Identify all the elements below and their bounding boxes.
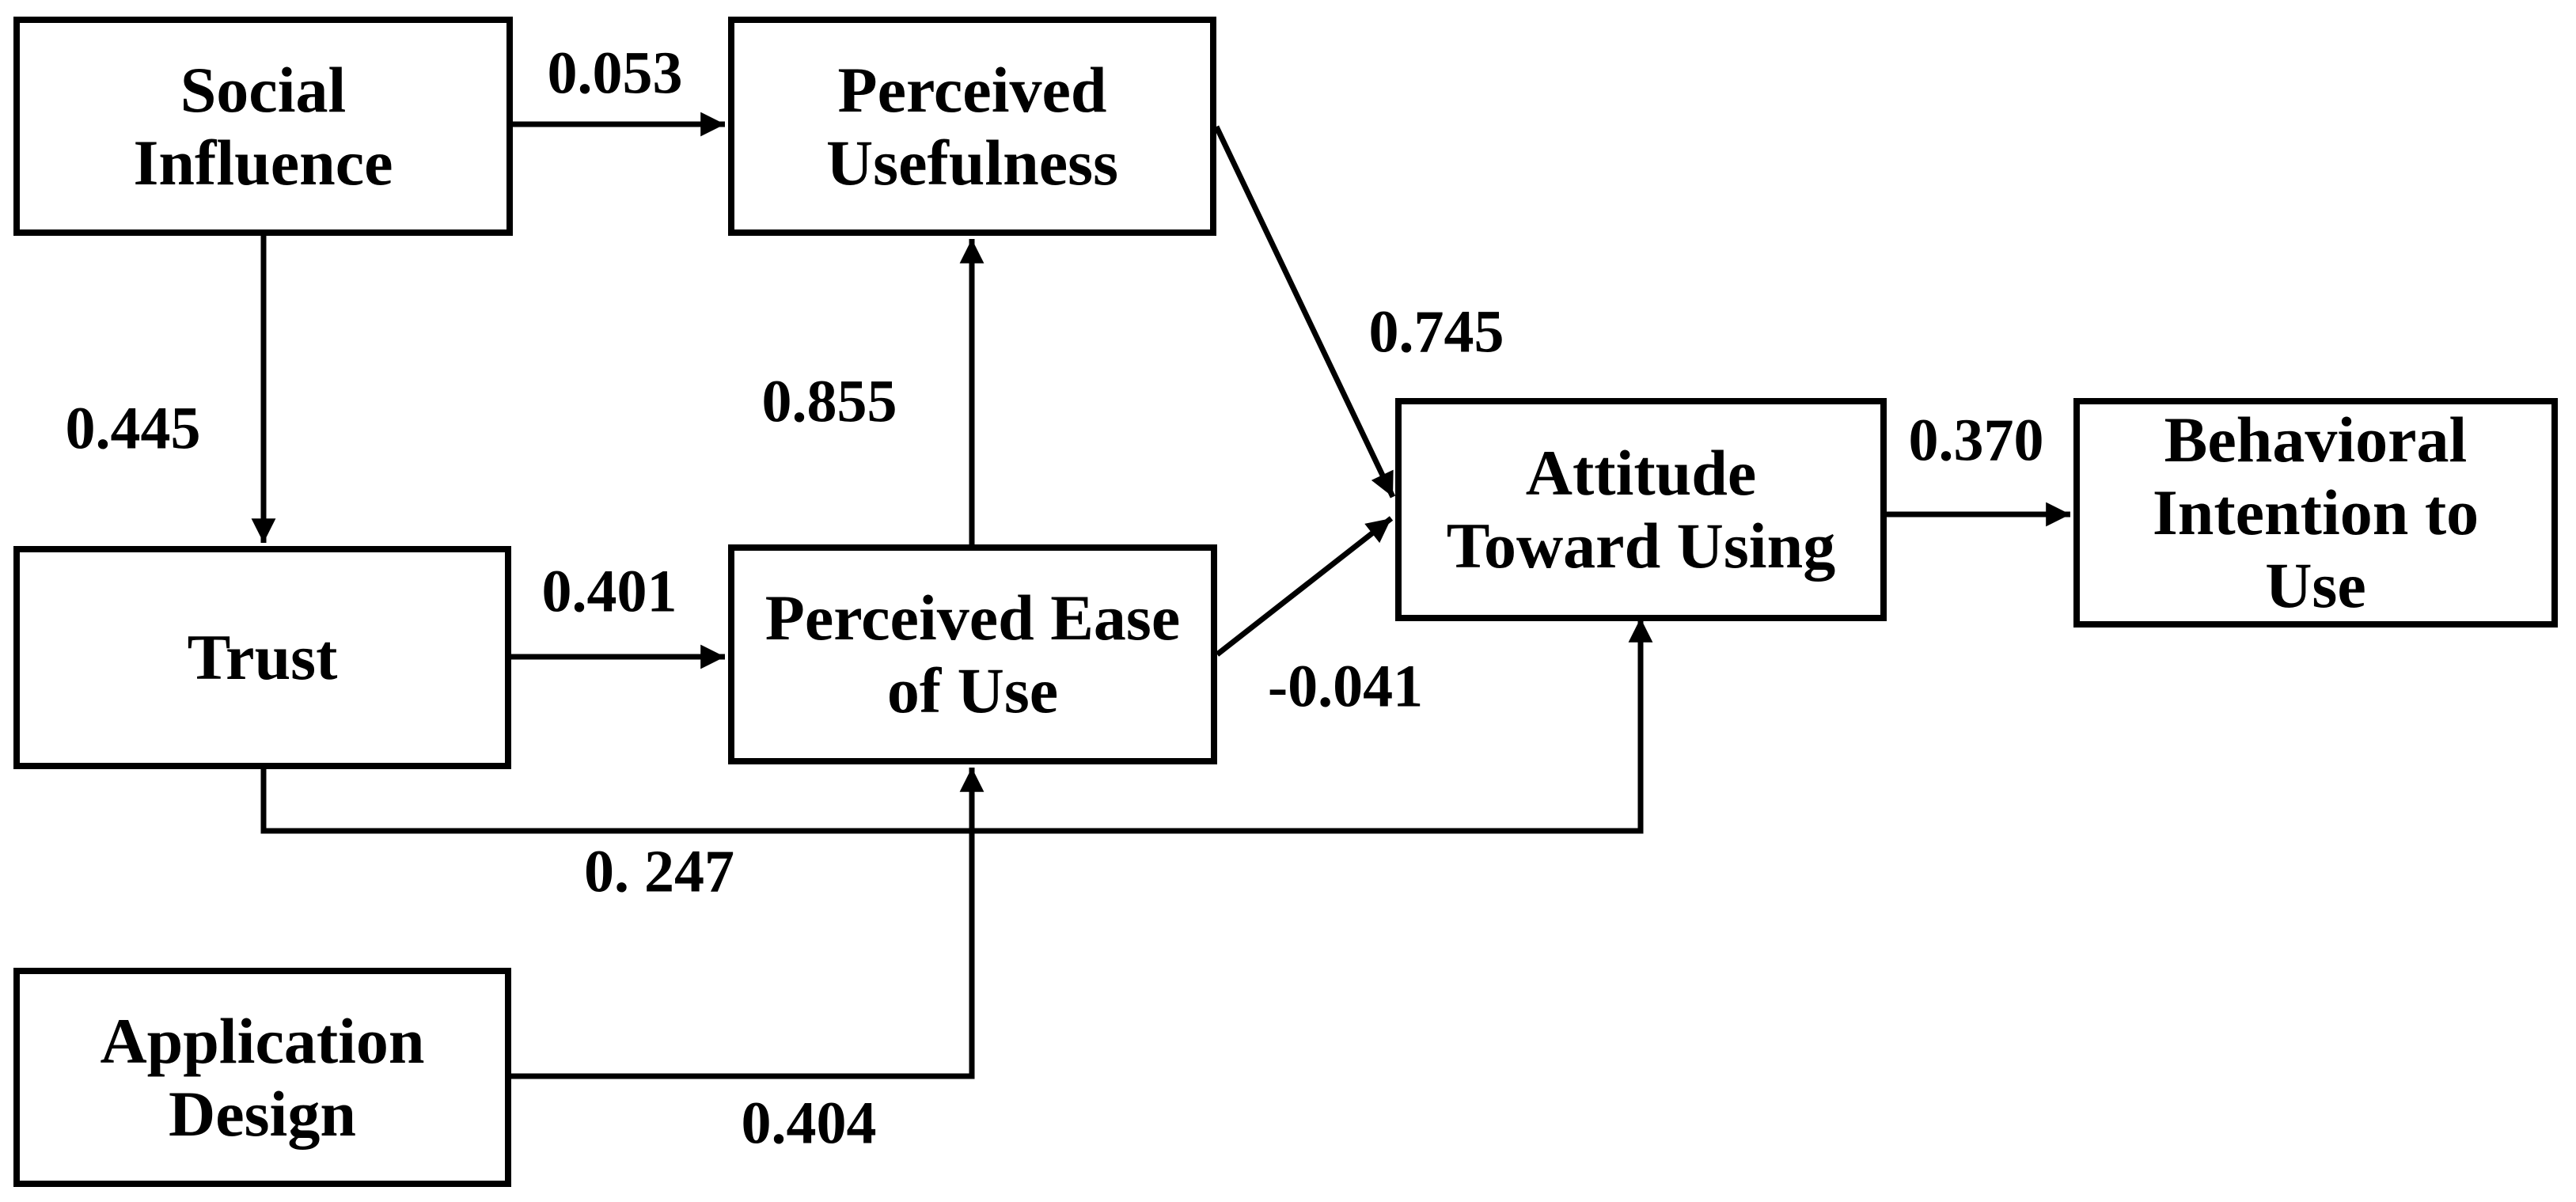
- coefficient-label-atu-biu: 0.370: [1908, 407, 2044, 474]
- node-perceived-usefulness: Perceived Usefulness: [728, 17, 1216, 236]
- node-application-design: Application Design: [13, 968, 511, 1187]
- edge-peou-atu: [1215, 516, 1394, 657]
- coefficient-label-si-trust: 0.445: [65, 395, 201, 462]
- node-trust: Trust: [13, 546, 511, 769]
- coefficient-label-trust-atu: 0. 247: [584, 838, 734, 905]
- coefficient-label-peou-atu: -0.041: [1267, 653, 1424, 720]
- coefficient-label-trust-peou: 0.401: [541, 558, 677, 625]
- coefficient-label-si-pu: 0.053: [547, 40, 683, 107]
- coefficient-label-peou-pu: 0.855: [761, 368, 897, 435]
- node-attitude-toward-using: Attitude Toward Using: [1395, 398, 1887, 621]
- node-social-influence: Social Influence: [13, 17, 513, 236]
- node-behavioral-intention: Behavioral Intention to Use: [2073, 398, 2558, 628]
- edge-ad-peou: [511, 768, 984, 1079]
- edge-pu-atu: [1213, 125, 1396, 499]
- coefficient-label-ad-peou: 0.404: [741, 1090, 877, 1157]
- node-perceived-ease-of-use: Perceived Ease of Use: [728, 544, 1217, 764]
- coefficient-label-pu-atu: 0.745: [1368, 298, 1504, 366]
